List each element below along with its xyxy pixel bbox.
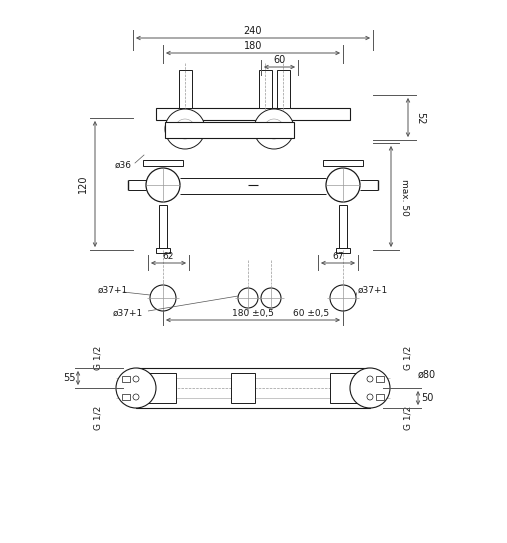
Text: max. 50: max. 50 — [401, 179, 410, 216]
Text: 120: 120 — [78, 175, 88, 193]
Text: ø37+1: ø37+1 — [358, 286, 388, 294]
Bar — [156, 248, 170, 253]
Text: ø80: ø80 — [418, 370, 436, 380]
Circle shape — [133, 394, 139, 400]
Text: 50: 50 — [421, 393, 433, 403]
Circle shape — [367, 376, 373, 382]
Bar — [159, 205, 167, 248]
Text: 67: 67 — [332, 251, 344, 261]
Text: 62: 62 — [163, 251, 174, 261]
Bar — [122, 376, 130, 382]
Bar — [339, 205, 347, 248]
Circle shape — [165, 109, 205, 149]
Bar — [231, 373, 255, 403]
Bar — [277, 70, 290, 108]
Circle shape — [116, 368, 156, 408]
Text: 60: 60 — [273, 55, 285, 65]
Bar — [143, 160, 183, 166]
Text: ø37+1: ø37+1 — [98, 286, 128, 294]
Bar — [376, 376, 384, 382]
Circle shape — [350, 368, 390, 408]
Bar — [144, 373, 176, 403]
Bar — [323, 160, 363, 166]
Text: 240: 240 — [244, 26, 262, 36]
Bar — [156, 108, 350, 120]
Text: G 1/2: G 1/2 — [93, 346, 102, 370]
Text: ø36: ø36 — [115, 161, 132, 169]
Bar — [336, 248, 350, 253]
Text: G 1/2: G 1/2 — [404, 346, 413, 370]
Bar — [376, 394, 384, 400]
Bar — [122, 394, 130, 400]
Circle shape — [261, 288, 281, 308]
Circle shape — [330, 285, 356, 311]
Bar — [259, 70, 272, 108]
Text: 55: 55 — [63, 373, 75, 383]
Circle shape — [133, 376, 139, 382]
Text: 180: 180 — [244, 41, 262, 51]
Text: ø37+1: ø37+1 — [113, 308, 143, 318]
Text: 60 ±0,5: 60 ±0,5 — [293, 308, 329, 318]
Circle shape — [238, 288, 258, 308]
Circle shape — [146, 168, 180, 202]
Text: G 1/2: G 1/2 — [93, 406, 102, 430]
Circle shape — [254, 109, 294, 149]
Bar — [179, 70, 192, 108]
Circle shape — [367, 394, 373, 400]
Bar — [330, 373, 362, 403]
Circle shape — [264, 119, 284, 139]
Circle shape — [326, 168, 360, 202]
Bar — [136, 368, 370, 408]
Text: 180 ±0,5: 180 ±0,5 — [232, 308, 274, 318]
Text: G 1/2: G 1/2 — [404, 406, 413, 430]
Circle shape — [175, 119, 195, 139]
Circle shape — [150, 285, 176, 311]
Text: 52: 52 — [415, 112, 425, 124]
Bar — [165, 122, 294, 138]
